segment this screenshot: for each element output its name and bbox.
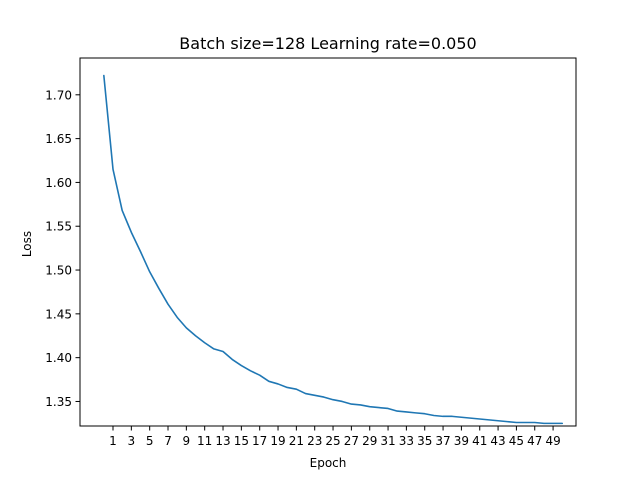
x-tick-label: 23 <box>307 434 322 448</box>
x-tick-label: 43 <box>490 434 505 448</box>
x-tick-label: 31 <box>380 434 395 448</box>
x-tick-label: 25 <box>325 434 340 448</box>
x-tick-label: 21 <box>289 434 304 448</box>
x-tick-label: 17 <box>252 434 267 448</box>
x-tick-label: 11 <box>197 434 212 448</box>
x-tick-label: 29 <box>362 434 377 448</box>
x-tick-label: 3 <box>128 434 136 448</box>
plot-area <box>103 74 564 425</box>
x-tick-label: 5 <box>146 434 154 448</box>
x-tick-label: 1 <box>109 434 117 448</box>
y-axis-label: Loss <box>20 231 34 257</box>
y-tick-label: 1.65 <box>45 132 72 146</box>
chart-title: Batch size=128 Learning rate=0.050 <box>179 34 476 53</box>
y-tick-label: 1.45 <box>45 307 72 321</box>
x-tick-label: 41 <box>472 434 487 448</box>
y-tick-label: 1.40 <box>45 351 72 365</box>
x-tick-label: 45 <box>509 434 524 448</box>
y-tick-label: 1.60 <box>45 176 72 190</box>
x-tick-label: 35 <box>417 434 432 448</box>
loss-series-line <box>103 74 564 425</box>
x-tick-label: 33 <box>399 434 414 448</box>
x-tick-label: 49 <box>545 434 560 448</box>
x-axis: 1 3 5 7 9 11 13 15 17 19 21 23 25 27 29 31 33 35 37 39 41 43 4… <box>109 426 561 448</box>
plot-frame <box>79 57 577 427</box>
y-axis: 1.35 1.40 1.45 1.50 1.55 1.60 1.65 1.70 <box>45 88 80 409</box>
y-tick-label: 1.70 <box>45 88 72 102</box>
x-tick-label: 13 <box>215 434 230 448</box>
x-tick-label: 19 <box>270 434 285 448</box>
x-tick-label: 47 <box>527 434 542 448</box>
y-tick-label: 1.55 <box>45 220 72 234</box>
x-tick-label: 39 <box>454 434 469 448</box>
y-tick-label: 1.35 <box>45 395 72 409</box>
x-tick-label: 15 <box>234 434 249 448</box>
x-axis-label: Epoch <box>310 456 347 470</box>
y-tick-label: 1.50 <box>45 264 72 278</box>
x-tick-label: 9 <box>183 434 191 448</box>
x-tick-label: 27 <box>344 434 359 448</box>
x-tick-label: 7 <box>164 434 172 448</box>
x-tick-label: 37 <box>435 434 450 448</box>
